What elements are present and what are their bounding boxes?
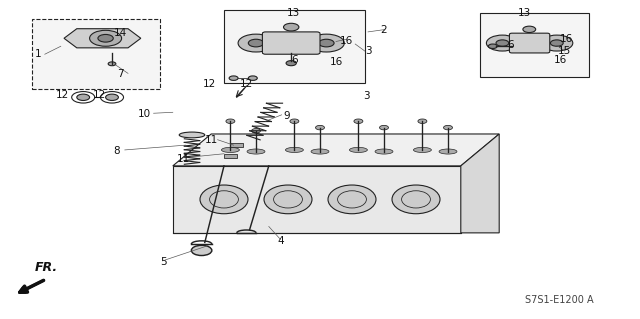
Text: 16: 16: [330, 57, 342, 67]
Bar: [224, 154, 237, 158]
Polygon shape: [461, 134, 499, 233]
Text: 8: 8: [113, 146, 120, 156]
Circle shape: [238, 34, 274, 52]
Circle shape: [229, 76, 238, 80]
Text: 1: 1: [35, 49, 42, 59]
FancyBboxPatch shape: [224, 10, 365, 83]
Polygon shape: [173, 134, 499, 166]
Circle shape: [106, 94, 118, 100]
FancyBboxPatch shape: [32, 19, 160, 89]
Text: 16: 16: [560, 34, 573, 44]
Circle shape: [444, 125, 452, 130]
Polygon shape: [173, 166, 461, 233]
Text: 7: 7: [117, 69, 124, 79]
Text: 10: 10: [138, 109, 150, 119]
Circle shape: [523, 26, 536, 33]
Ellipse shape: [349, 147, 367, 152]
Ellipse shape: [247, 149, 265, 154]
Text: 2: 2: [381, 25, 387, 35]
Text: 3: 3: [365, 46, 371, 56]
Circle shape: [252, 129, 260, 133]
Circle shape: [248, 39, 264, 47]
Circle shape: [284, 23, 299, 31]
Text: 5: 5: [160, 257, 166, 267]
Circle shape: [286, 61, 296, 66]
Ellipse shape: [375, 149, 393, 154]
Circle shape: [77, 94, 90, 100]
Text: 3: 3: [363, 91, 369, 101]
Circle shape: [308, 34, 344, 52]
Circle shape: [290, 119, 299, 123]
Circle shape: [191, 245, 212, 256]
Circle shape: [541, 35, 573, 51]
Text: 12: 12: [56, 90, 68, 100]
Polygon shape: [64, 29, 141, 48]
Text: 6: 6: [508, 40, 514, 50]
Circle shape: [496, 40, 509, 46]
Text: 15: 15: [558, 46, 571, 56]
Ellipse shape: [221, 147, 239, 152]
Ellipse shape: [311, 149, 329, 154]
Circle shape: [319, 39, 334, 47]
Text: 9: 9: [284, 111, 290, 121]
Text: 12: 12: [240, 78, 253, 89]
Ellipse shape: [264, 185, 312, 214]
Text: 6: 6: [291, 55, 298, 65]
Text: S7S1-E1200 A: S7S1-E1200 A: [525, 295, 593, 305]
Circle shape: [226, 119, 235, 123]
Text: 11: 11: [177, 153, 190, 164]
Ellipse shape: [413, 147, 431, 152]
Circle shape: [90, 30, 122, 46]
Ellipse shape: [285, 147, 303, 152]
Text: 13: 13: [518, 8, 531, 18]
Text: 12: 12: [203, 78, 216, 89]
Circle shape: [418, 119, 427, 123]
Text: 4: 4: [277, 236, 284, 246]
FancyBboxPatch shape: [480, 13, 589, 77]
Circle shape: [488, 44, 497, 48]
Circle shape: [108, 62, 116, 66]
Circle shape: [380, 125, 388, 130]
Ellipse shape: [328, 185, 376, 214]
Circle shape: [98, 34, 113, 42]
Circle shape: [486, 35, 518, 51]
Circle shape: [354, 119, 363, 123]
Text: 12: 12: [93, 90, 106, 100]
Text: 14: 14: [114, 27, 127, 38]
Ellipse shape: [392, 185, 440, 214]
Text: FR.: FR.: [35, 261, 58, 274]
Ellipse shape: [179, 132, 205, 138]
Text: 16: 16: [340, 35, 353, 46]
FancyBboxPatch shape: [509, 33, 550, 53]
Circle shape: [248, 76, 257, 80]
FancyBboxPatch shape: [262, 32, 320, 54]
Text: 16: 16: [554, 55, 566, 65]
Circle shape: [316, 125, 324, 130]
Ellipse shape: [200, 185, 248, 214]
Text: 13: 13: [287, 8, 300, 18]
Bar: [230, 143, 243, 147]
Circle shape: [550, 40, 563, 46]
Ellipse shape: [439, 149, 457, 154]
Text: 11: 11: [205, 135, 218, 145]
